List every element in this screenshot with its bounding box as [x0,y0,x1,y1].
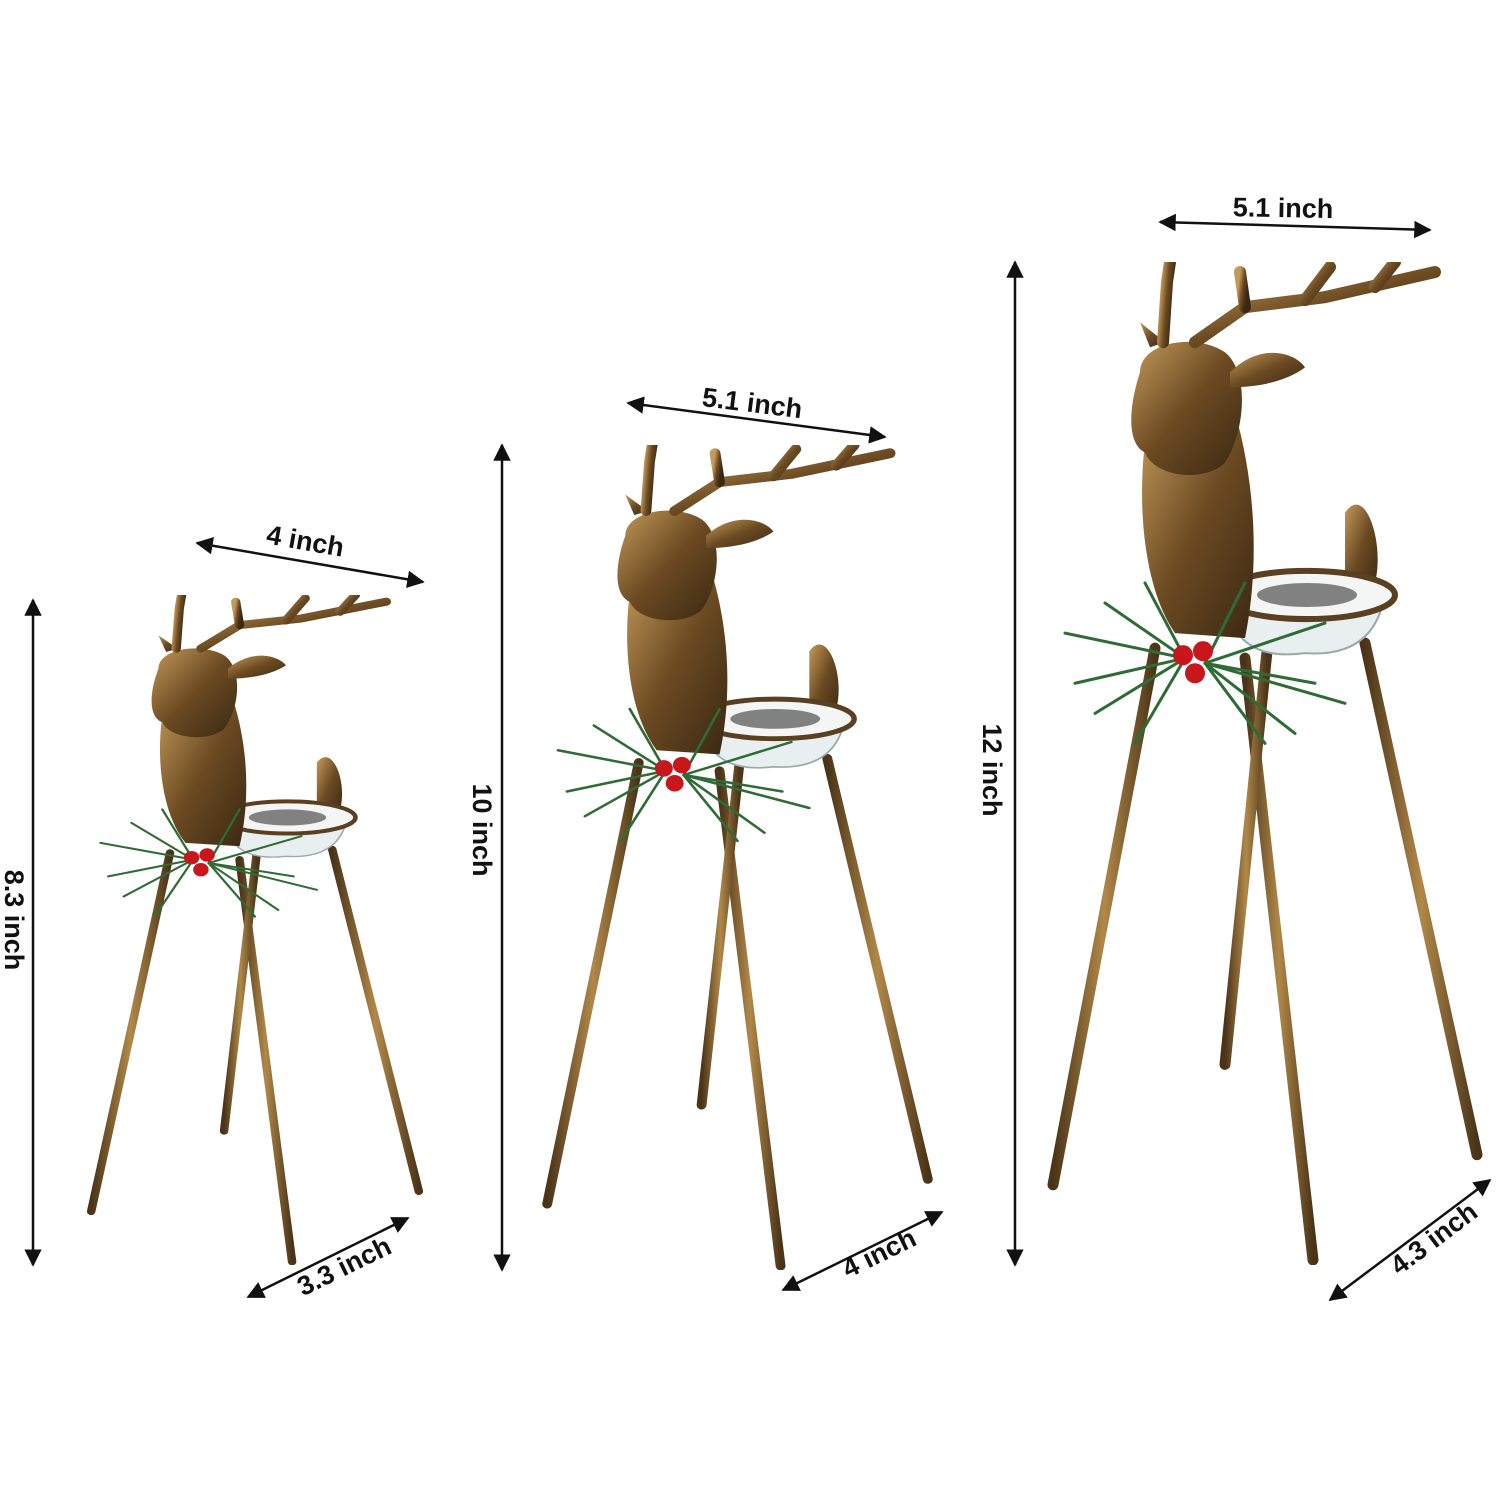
height-label: 10 inch [467,783,497,876]
height-label: 12 inch [977,723,1007,816]
width-label: 5.1 inch [701,382,804,424]
product-medium [547,445,928,1266]
width-arrow [195,537,425,588]
depth-label: 4.3 inch [1385,1196,1483,1280]
depth-label: 4 inch [838,1223,921,1284]
depth-arrow [781,1210,944,1292]
height-label: 8.3 inch [0,870,29,971]
depth-arrow [1328,1178,1492,1302]
product-small [91,595,419,1262]
product-large [1053,262,1477,1260]
width-arrow [1158,213,1432,239]
depth-label: 3.3 inch [292,1231,396,1302]
width-arrow [626,396,887,444]
width-label: 5.1 inch [1233,192,1334,224]
depth-arrow [246,1216,410,1299]
